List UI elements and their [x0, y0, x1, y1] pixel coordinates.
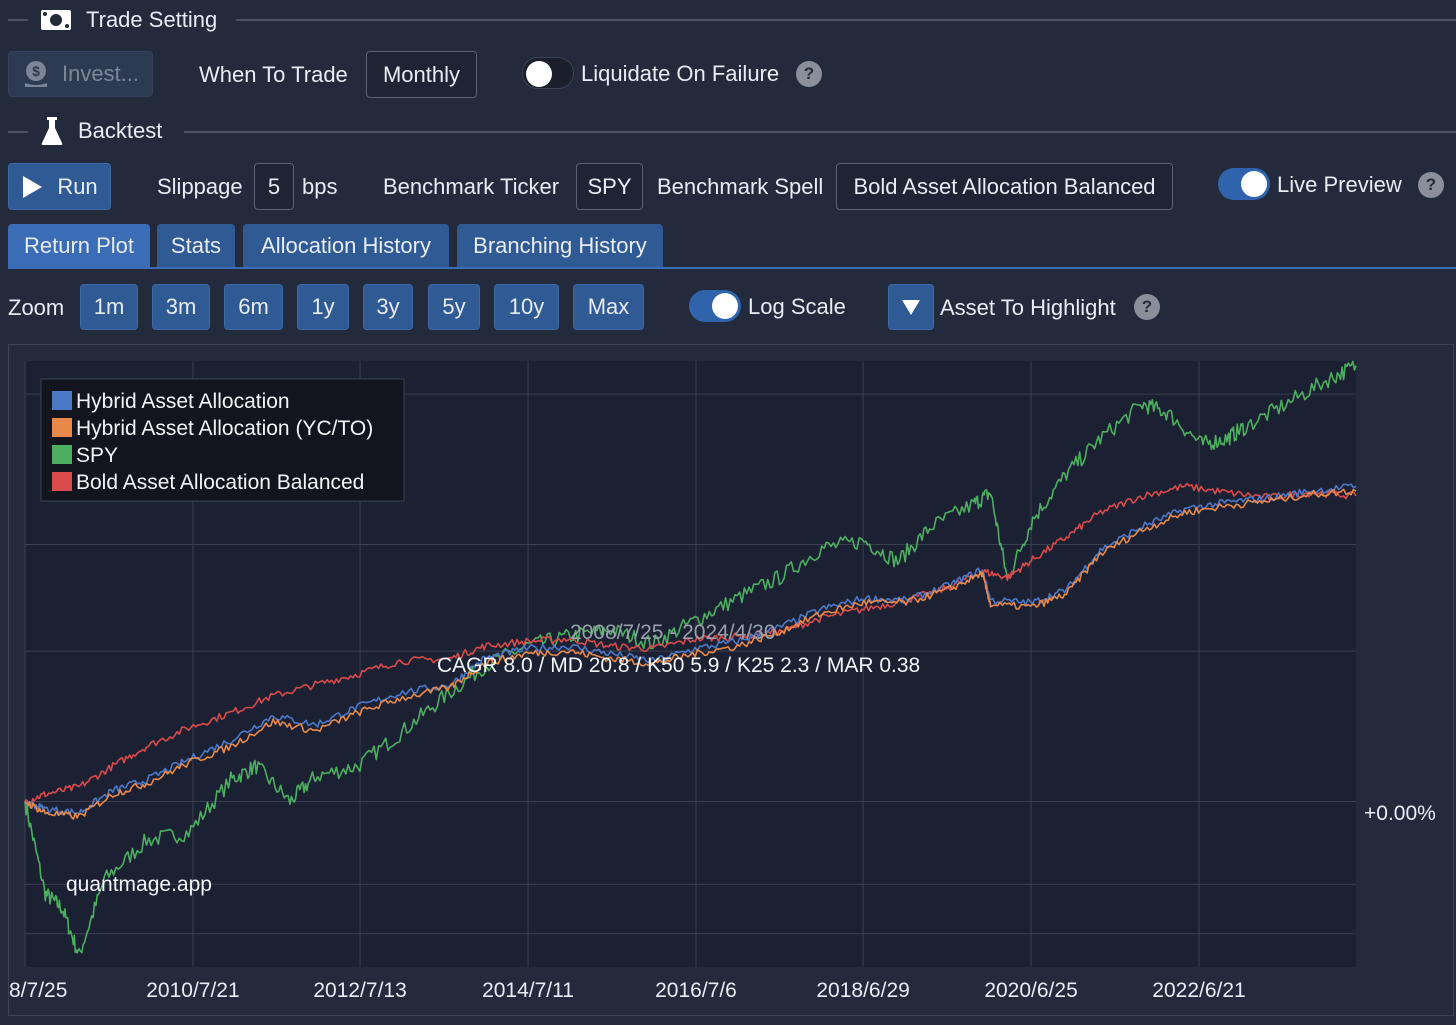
log-scale-label: Log Scale — [748, 294, 846, 319]
section-divider — [184, 131, 1456, 133]
trade-setting-header: Trade Setting — [40, 4, 217, 36]
series-line — [24, 482, 1357, 805]
section-divider — [8, 19, 28, 21]
tab-underline — [8, 267, 1456, 269]
zoom-max-button[interactable]: Max — [573, 284, 644, 330]
legend-entry: Hybrid Asset Allocation — [76, 390, 290, 413]
x-tick-label: 2022/6/21 — [1152, 979, 1245, 1002]
x-tick-label: 8/7/25 — [9, 979, 67, 1002]
tab-return-plot[interactable]: Return Plot — [8, 224, 150, 268]
triangle-down-icon — [902, 300, 920, 315]
legend-swatch — [52, 472, 72, 491]
flask-icon — [41, 117, 63, 145]
money-bag-icon: $ — [24, 61, 47, 87]
y-tick-label: +0.00% — [1364, 802, 1436, 825]
toggle-knob — [712, 293, 738, 319]
liquidate-help-icon[interactable]: ? — [796, 61, 822, 87]
play-icon — [23, 175, 43, 198]
section-divider — [8, 131, 28, 133]
when-to-trade-label: When To Trade — [199, 62, 348, 87]
live-preview-toggle[interactable] — [1218, 168, 1270, 200]
log-scale-toggle[interactable] — [689, 290, 741, 322]
legend: Hybrid Asset Allocation Hybrid Asset Allo… — [40, 378, 405, 502]
x-tick-label: 2010/7/21 — [146, 979, 239, 1002]
series-line — [24, 360, 1357, 954]
range-annotation: 2008/7/25 - 2024/4/30 — [570, 621, 776, 644]
zoom-6m-button[interactable]: 6m — [224, 284, 283, 330]
asset-highlight-help-icon[interactable]: ? — [1134, 294, 1160, 320]
live-preview-label: Live Preview — [1277, 172, 1402, 197]
asset-highlight-dropdown-button[interactable] — [888, 284, 934, 330]
stats-annotation: CAGR 8.0 / MD 20.8 / K50 5.9 / K25 2.3 /… — [437, 654, 920, 677]
slippage-unit: bps — [302, 174, 338, 199]
liquidate-on-failure-toggle[interactable] — [522, 57, 574, 89]
trade-setting-title: Trade Setting — [86, 7, 218, 32]
benchmark-ticker-label: Benchmark Ticker — [383, 174, 560, 199]
legend-entry: Bold Asset Allocation Balanced — [76, 471, 364, 494]
liquidate-on-failure-label: Liquidate On Failure — [581, 61, 780, 86]
zoom-10y-button[interactable]: 10y — [494, 284, 559, 330]
toggle-knob — [526, 61, 552, 87]
x-tick-label: 2020/6/25 — [984, 979, 1077, 1002]
grid — [24, 361, 1356, 967]
benchmark-ticker-input[interactable]: SPY — [576, 163, 643, 210]
zoom-5y-button[interactable]: 5y — [428, 284, 480, 330]
live-preview-help-icon[interactable]: ? — [1418, 172, 1444, 198]
toggle-knob — [1241, 171, 1267, 197]
invest-label: Invest... — [61, 61, 140, 86]
legend-swatch — [52, 418, 72, 437]
x-tick-label: 2018/6/29 — [816, 979, 909, 1002]
svg-text:$: $ — [32, 63, 40, 79]
x-tick-label: 2016/7/6 — [655, 979, 737, 1002]
money-icon — [41, 10, 71, 30]
series-line — [24, 488, 1357, 820]
legend-swatch — [52, 391, 72, 410]
backtest-title: Backtest — [78, 118, 163, 143]
x-axis-ticks: 8/7/25 2010/7/21 2012/7/13 2014/7/11 2016/7/… — [9, 979, 1246, 1002]
tab-allocation-history[interactable]: Allocation History — [243, 224, 449, 268]
zoom-3m-button[interactable]: 3m — [152, 284, 210, 330]
slippage-input[interactable]: 5 — [254, 163, 294, 210]
section-divider — [236, 19, 1456, 21]
legend-entry: Hybrid Asset Allocation (YC/TO) — [76, 417, 373, 440]
backtest-header: Backtest — [40, 114, 162, 148]
tab-branching-history[interactable]: Branching History — [457, 224, 663, 268]
benchmark-spell-select[interactable]: Bold Asset Allocation Balanced — [836, 163, 1173, 210]
x-tick-label: 2012/7/13 — [313, 979, 406, 1002]
legend-swatch — [52, 445, 72, 464]
tab-stats[interactable]: Stats — [157, 224, 235, 268]
watermark: quantmage.app — [66, 873, 212, 896]
return-plot-chart: 8/7/25 2010/7/21 2012/7/13 2014/7/11 2016/7/… — [8, 344, 1454, 1016]
benchmark-spell-label: Benchmark Spell — [657, 174, 824, 199]
run-label: Run — [57, 173, 98, 199]
x-tick-label: 2014/7/11 — [482, 979, 574, 1002]
slippage-label: Slippage — [157, 174, 243, 199]
zoom-1y-button[interactable]: 1y — [297, 284, 349, 330]
zoom-3y-button[interactable]: 3y — [363, 284, 413, 330]
chart-svg: 8/7/25 2010/7/21 2012/7/13 2014/7/11 2016/7/… — [9, 360, 1436, 1002]
zoom-1m-button[interactable]: 1m — [80, 284, 138, 330]
run-button[interactable]: Run — [8, 163, 111, 210]
when-to-trade-select[interactable]: Monthly — [366, 51, 477, 98]
series-line — [24, 483, 1357, 816]
series-lines — [24, 360, 1357, 954]
legend-box — [40, 378, 405, 502]
legend-entry: SPY — [76, 444, 118, 467]
zoom-label: Zoom — [8, 295, 65, 320]
asset-highlight-label: Asset To Highlight — [940, 295, 1116, 320]
invest-button[interactable]: $ Invest... — [8, 51, 153, 97]
